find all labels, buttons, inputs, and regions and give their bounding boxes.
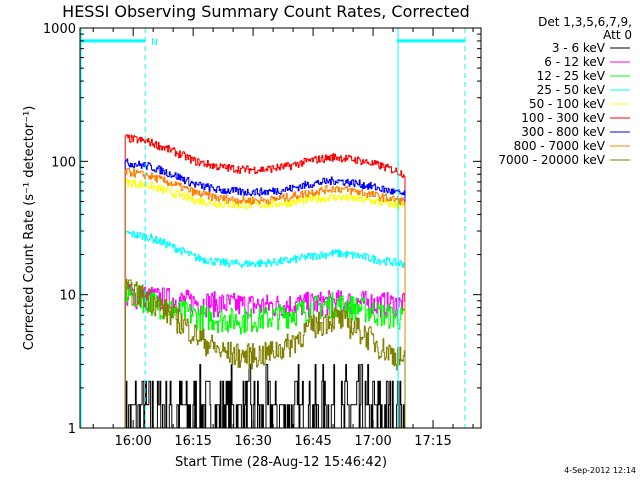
x-tick-label: 17:15 xyxy=(414,434,451,449)
series-line-8 xyxy=(124,278,406,428)
legend-label: 25 - 50 keV xyxy=(537,83,606,97)
y-tick-label: 1 xyxy=(68,422,76,437)
y-axis: 1 10 100 1000 xyxy=(43,22,481,437)
y-axis-label: Corrected Count Rate (s⁻¹ detector⁻¹) xyxy=(22,106,37,351)
legend-label: 800 - 7000 keV xyxy=(514,139,606,153)
x-axis-label: Start Time (28-Aug-12 15:46:42) xyxy=(175,455,387,470)
series-line-7 xyxy=(124,167,406,428)
legend-label: 50 - 100 keV xyxy=(529,97,606,111)
series-layer xyxy=(124,134,406,429)
legend-label: 7000 - 20000 keV xyxy=(498,153,605,167)
x-tick-label: 16:45 xyxy=(294,434,331,449)
series-line-6 xyxy=(124,158,406,428)
plot-frame xyxy=(79,27,482,429)
legend-label: 300 - 800 keV xyxy=(521,125,605,139)
series-line-2 xyxy=(124,282,406,428)
timestamp: 4-Sep-2012 12:14 xyxy=(564,466,636,475)
legend-label: 3 - 6 keV xyxy=(552,41,606,55)
legend-header: Det 1,3,5,6,7,9, xyxy=(538,15,632,29)
x-axis: 16:00 16:15 16:30 16:45 17:00 17:15 xyxy=(92,28,474,449)
series-line-4 xyxy=(124,178,406,428)
series-line-3 xyxy=(124,230,406,428)
series-line-0 xyxy=(125,364,406,429)
attenuator-layer: N xyxy=(80,28,466,428)
legend-header: Att 0 xyxy=(603,28,632,42)
attenuator-label: N xyxy=(151,38,158,48)
x-tick-label: 17:00 xyxy=(354,434,391,449)
y-tick-label: 10 xyxy=(59,289,76,304)
y-tick-label: 100 xyxy=(51,155,76,170)
legend-label: 100 - 300 keV xyxy=(521,111,605,125)
chart-title: HESSI Observing Summary Count Rates, Cor… xyxy=(62,2,470,21)
x-tick-label: 16:30 xyxy=(234,434,271,449)
legend-label: 6 - 12 keV xyxy=(544,55,606,69)
series-line-5 xyxy=(124,134,406,428)
x-tick-label: 16:15 xyxy=(174,434,211,449)
x-tick-label: 16:00 xyxy=(114,434,151,449)
y-tick-label: 1000 xyxy=(43,22,76,37)
legend-label: 12 - 25 keV xyxy=(537,69,606,83)
